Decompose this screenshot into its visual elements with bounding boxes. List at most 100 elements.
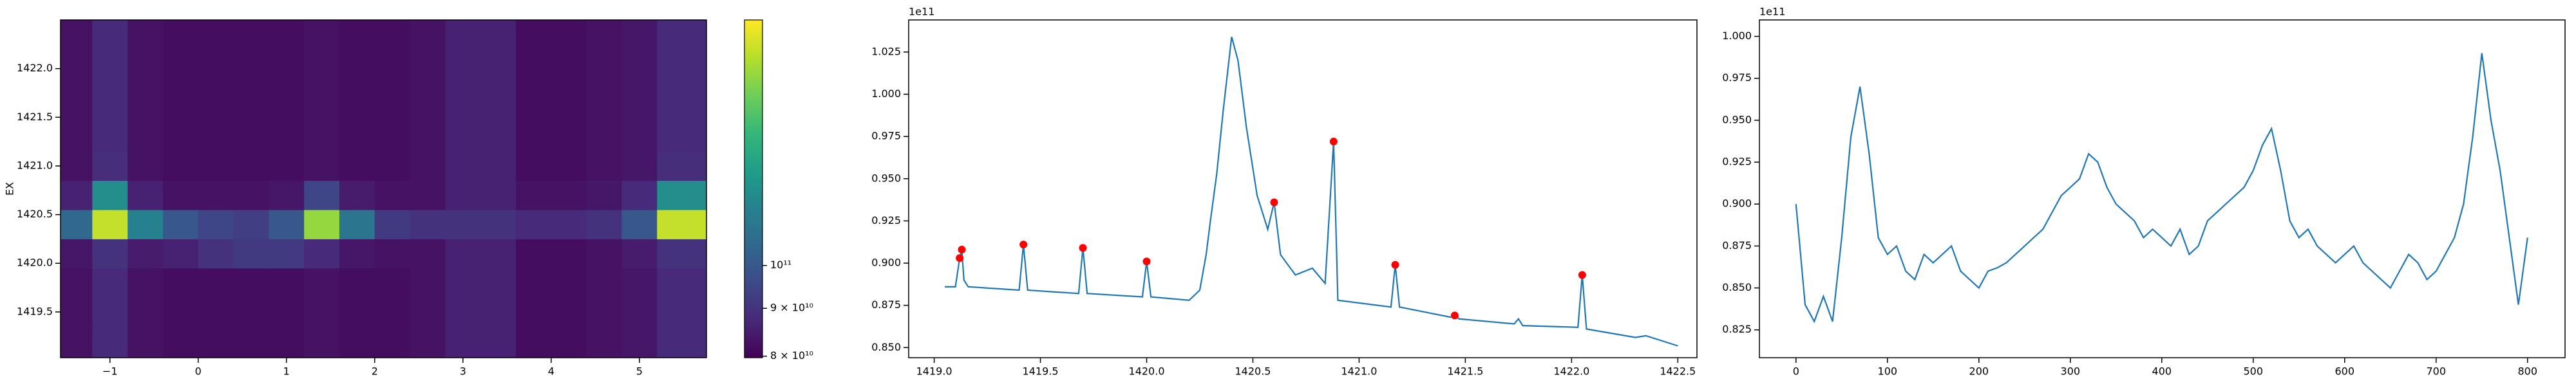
heatmap-cell — [162, 20, 199, 64]
colorbar-swatch — [744, 219, 762, 223]
heatmap-cell — [128, 64, 164, 93]
colorbar-swatch — [744, 352, 762, 356]
colorbar-swatch — [744, 121, 762, 125]
heatmap-cell — [304, 93, 340, 123]
heatmap-cell — [480, 151, 516, 181]
colorbar-swatch — [744, 191, 762, 195]
colorbar-swatch — [744, 82, 762, 86]
colorbar-tick-label: 9 × 10¹⁰ — [770, 302, 813, 314]
colorbar-swatch — [744, 349, 762, 353]
heatmap-cell — [445, 64, 481, 93]
heatmap-cell — [128, 93, 164, 123]
heatmap-cell — [657, 93, 707, 123]
heatmap-cell — [269, 239, 305, 269]
heatmap-cell — [374, 151, 411, 181]
heatmap-cell — [128, 151, 164, 181]
heatmap-cell — [586, 210, 622, 239]
heatmap-cell — [339, 297, 375, 327]
heatmap-cell — [339, 20, 375, 64]
peak-marker — [1578, 271, 1586, 279]
y-tick-label: 1420.0 — [17, 257, 53, 269]
colorbar-swatch — [744, 45, 762, 49]
heatmap-cell — [128, 180, 164, 210]
heatmap-cell — [586, 180, 622, 210]
heatmap-cell — [445, 268, 481, 298]
heatmap-cell — [304, 151, 340, 181]
heatmap-cell — [61, 297, 93, 327]
heatmap-cell — [586, 297, 622, 327]
x-tick-label: 700 — [2427, 365, 2447, 378]
heatmap-cell — [374, 268, 411, 298]
data-line — [1795, 53, 2528, 324]
heatmap-cell — [374, 93, 411, 123]
colorbar-swatch — [744, 284, 762, 288]
colorbar-swatch — [744, 90, 762, 94]
colorbar-swatch — [744, 299, 762, 302]
colorbar-swatch — [744, 65, 762, 68]
heatmap-cell — [516, 268, 552, 298]
colorbar-swatch — [744, 158, 762, 161]
heatmap-cell — [551, 297, 587, 327]
colorbar-swatch — [744, 245, 762, 248]
heatmap-cell — [586, 268, 622, 298]
colorbar-swatch — [744, 56, 762, 60]
heatmap-cell — [621, 64, 658, 93]
heatmap-cell — [480, 20, 516, 64]
heatmap-cell — [92, 239, 128, 269]
heatmap-cell — [445, 122, 481, 152]
x-tick-label: 4 — [548, 365, 554, 378]
y-tick-label: 0.900 — [1722, 198, 1752, 210]
y-tick-label: 1421.5 — [17, 111, 53, 123]
heatmap-cell — [445, 20, 481, 64]
colorbar-swatch — [744, 20, 762, 23]
colorbar-swatch — [744, 315, 762, 319]
colorbar-swatch — [744, 68, 762, 71]
heatmap-cell — [198, 210, 234, 239]
colorbar-swatch — [744, 281, 762, 285]
heatmap-cell — [198, 64, 234, 93]
colorbar-swatch — [744, 231, 762, 235]
colorbar-swatch — [744, 51, 762, 55]
heatmap-cell — [410, 20, 446, 64]
colorbar-swatch — [744, 329, 762, 333]
heatmap-cell — [233, 151, 269, 181]
heatmap-cell — [198, 93, 234, 123]
peak-marker — [1079, 244, 1087, 252]
x-tick-label: 0 — [195, 365, 202, 378]
heatmap-cell — [445, 297, 481, 327]
colorbar-swatch — [744, 138, 762, 142]
heatmap-cell — [269, 93, 305, 123]
heatmap-cell — [162, 180, 199, 210]
colorbar-swatch — [744, 340, 762, 344]
heatmap-cell — [586, 151, 622, 181]
heatmap-cell — [480, 180, 516, 210]
heatmap-cell — [304, 239, 340, 269]
heatmap-cell — [162, 297, 199, 327]
y-tick-label: 1421.0 — [17, 159, 53, 171]
colorbar-swatch — [744, 313, 762, 316]
heatmap-cell — [339, 239, 375, 269]
heatmap-cell — [162, 210, 199, 239]
y-tick-label: 0.900 — [871, 257, 901, 269]
heatmap-cell — [92, 64, 128, 93]
heatmap-cell — [516, 326, 552, 358]
colorbar-swatch — [744, 124, 762, 127]
heatmap-cell — [61, 93, 93, 123]
heatmap-cell — [61, 239, 93, 269]
heatmap-cell — [445, 93, 481, 123]
heatmap-cell — [233, 93, 269, 123]
heatmap-cell — [92, 93, 128, 123]
heatmap-cell — [516, 180, 552, 210]
colorbar-swatch — [744, 115, 762, 119]
heatmap-cell — [374, 180, 411, 210]
heatmap-cell — [233, 210, 269, 239]
x-tick-label: 1420.0 — [1129, 365, 1165, 378]
heatmap-cell — [198, 20, 234, 64]
heatmap-cell — [339, 180, 375, 210]
heatmap-cell — [61, 180, 93, 210]
colorbar-swatch — [744, 234, 762, 237]
heatmap-cell — [233, 64, 269, 93]
heatmap-cell — [410, 297, 446, 327]
heatmap-cell — [128, 268, 164, 298]
offset-label: 1e11 — [909, 6, 934, 18]
